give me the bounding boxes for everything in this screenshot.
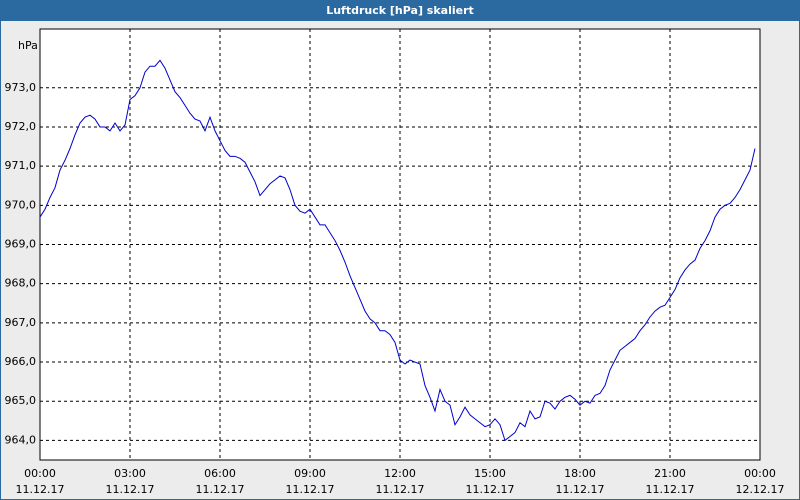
y-tick-label: 970,0 — [5, 198, 37, 211]
x-tick-label: 00:00 — [744, 467, 776, 480]
y-tick-label: 969,0 — [5, 238, 37, 251]
x-tick-date: 11.12.17 — [376, 483, 425, 496]
y-tick-label: 972,0 — [5, 120, 37, 133]
chart-title: Luftdruck [hPa] skaliert — [326, 4, 474, 17]
x-tick-date: 11.12.17 — [16, 483, 65, 496]
x-tick-label: 15:00 — [474, 467, 506, 480]
x-tick-date: 11.12.17 — [196, 483, 245, 496]
x-tick-label: 21:00 — [654, 467, 686, 480]
x-tick-date: 11.12.17 — [466, 483, 515, 496]
y-unit: hPa — [18, 39, 38, 52]
x-tick-label: 12:00 — [384, 467, 416, 480]
x-tick-date: 11.12.17 — [286, 483, 335, 496]
title-bar — [0, 0, 800, 21]
x-tick-date: 12.12.17 — [736, 483, 785, 496]
data-line — [39, 59, 756, 442]
x-tick-date: 11.12.17 — [106, 483, 155, 496]
y-tick-label: 973,0 — [5, 81, 37, 94]
y-tick-label: 964,0 — [5, 433, 37, 446]
x-tick-label: 00:00 — [24, 467, 56, 480]
y-tick-label: 971,0 — [5, 159, 37, 172]
x-tick-label: 03:00 — [114, 467, 146, 480]
y-tick-label: 967,0 — [5, 316, 37, 329]
x-tick-date: 11.12.17 — [646, 483, 695, 496]
y-tick-label: 965,0 — [5, 394, 37, 407]
x-tick-label: 06:00 — [204, 467, 236, 480]
y-tick-label: 966,0 — [5, 355, 37, 368]
x-tick-label: 09:00 — [294, 467, 326, 480]
x-tick-label: 18:00 — [564, 467, 596, 480]
x-tick-date: 11.12.17 — [556, 483, 605, 496]
y-tick-label: 968,0 — [5, 277, 37, 290]
